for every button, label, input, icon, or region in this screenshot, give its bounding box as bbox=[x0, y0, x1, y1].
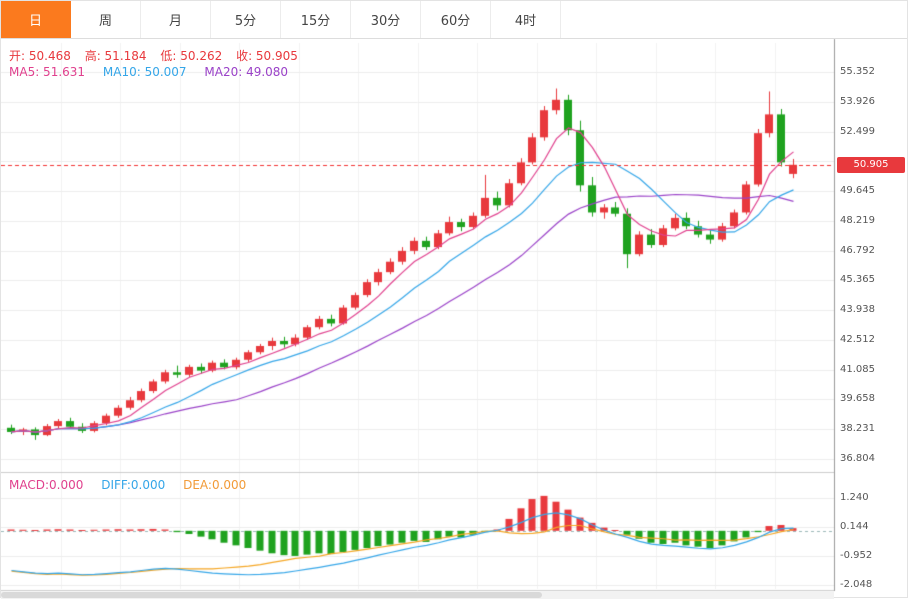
scrollbar-thumb[interactable] bbox=[1, 592, 543, 598]
tab-5min[interactable]: 5分 bbox=[211, 1, 281, 38]
interval-tabbar: 日 周 月 5分 15分 30分 60分 4时 bbox=[1, 1, 907, 39]
current-price-tag: 50.905 bbox=[837, 156, 905, 173]
tab-day[interactable]: 日 bbox=[1, 1, 71, 38]
tab-4hour[interactable]: 4时 bbox=[491, 1, 561, 38]
tab-month[interactable]: 月 bbox=[141, 1, 211, 38]
tab-week[interactable]: 周 bbox=[71, 1, 141, 38]
tab-60min[interactable]: 60分 bbox=[421, 1, 491, 38]
tab-15min[interactable]: 15分 bbox=[281, 1, 351, 38]
tab-30min[interactable]: 30分 bbox=[351, 1, 421, 38]
horizontal-scrollbar[interactable] bbox=[1, 591, 834, 599]
